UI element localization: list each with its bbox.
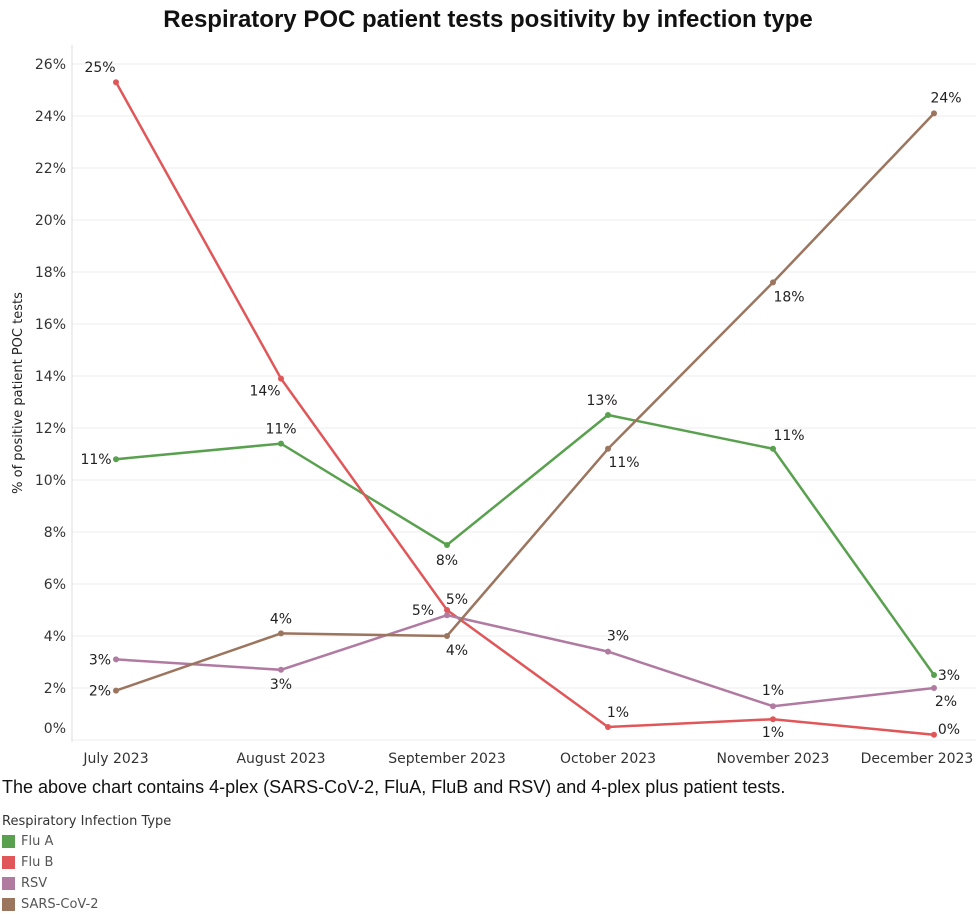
- data-label: 0%: [938, 722, 960, 738]
- data-point: [278, 375, 284, 382]
- data-point: [931, 110, 937, 117]
- y-tick-label: 20%: [35, 213, 66, 229]
- data-label: 25%: [84, 60, 115, 76]
- y-tick-label: 12%: [35, 421, 66, 437]
- y-axis-label: % of positive patient POC tests: [11, 292, 26, 494]
- data-point: [931, 731, 937, 738]
- data-point: [770, 703, 776, 710]
- data-point: [605, 445, 611, 452]
- legend-label: Flu B: [21, 855, 54, 870]
- chart-title: Respiratory POC patient tests positivity…: [163, 6, 813, 33]
- series-line-flu a: [115, 413, 936, 676]
- data-point: [444, 633, 450, 639]
- legend-item[interactable]: Flu A: [2, 831, 171, 852]
- data-label: 1%: [762, 683, 784, 699]
- data-label: 14%: [249, 384, 280, 400]
- data-label: 3%: [270, 677, 292, 693]
- line-chart: 0% 2% 4% 6% 8% 10% 12% 14% 16% 18% 20% 22% 24% 26% Jul…: [11, 45, 976, 767]
- data-label: 18%: [773, 289, 804, 305]
- legend-item[interactable]: Flu B: [2, 852, 171, 873]
- data-point: [444, 542, 450, 548]
- data-point: [278, 440, 284, 447]
- y-tick-label: 4%: [44, 629, 66, 645]
- y-tick-label: 24%: [35, 109, 66, 125]
- legend-swatch: [2, 898, 15, 911]
- y-tick-label: 10%: [35, 473, 66, 489]
- y-tick-label: 6%: [44, 577, 66, 593]
- data-point: [770, 445, 776, 452]
- data-point: [278, 630, 284, 637]
- legend-swatch: [2, 835, 15, 848]
- y-tick-label: 18%: [35, 265, 66, 281]
- data-label: 11%: [80, 452, 111, 468]
- chart-caption: The above chart contains 4-plex (SARS-Co…: [2, 777, 786, 797]
- legend-label: SARS-CoV-2: [21, 897, 99, 912]
- data-label: 13%: [586, 393, 617, 409]
- legend-label: RSV: [21, 876, 48, 891]
- series-line-sars-cov-2: [115, 112, 935, 692]
- legend: Respiratory Infection Type Flu A Flu B RSV…: [2, 814, 171, 915]
- y-tick-label: 0%: [44, 721, 66, 737]
- data-point: [444, 607, 450, 613]
- data-label: 1%: [762, 725, 784, 741]
- x-tick-label: October 2023: [560, 751, 656, 767]
- y-tick-label: 8%: [44, 525, 66, 541]
- data-point: [278, 666, 284, 673]
- data-label: 3%: [607, 629, 629, 645]
- legend-swatch: [2, 877, 15, 890]
- x-tick-label: September 2023: [388, 751, 505, 767]
- y-tick-label: 26%: [35, 57, 66, 73]
- data-point: [113, 456, 119, 463]
- data-point: [931, 672, 937, 678]
- y-tick-label: 22%: [35, 161, 66, 177]
- data-label: 8%: [436, 553, 458, 569]
- legend-item[interactable]: RSV: [2, 873, 171, 894]
- y-tick-label: 2%: [44, 681, 66, 697]
- data-point: [444, 612, 450, 619]
- data-label: 24%: [930, 90, 961, 106]
- data-point: [770, 279, 776, 286]
- data-label: 4%: [446, 643, 468, 659]
- data-label: 11%: [608, 455, 639, 471]
- legend-label: Flu A: [21, 834, 54, 849]
- data-label: 5%: [412, 603, 434, 619]
- series-line-flu b: [114, 81, 935, 737]
- data-point: [113, 656, 119, 663]
- data-label: 11%: [773, 428, 804, 444]
- data-label: 11%: [265, 422, 296, 438]
- legend-swatch: [2, 856, 15, 869]
- data-point: [113, 687, 119, 694]
- data-point: [605, 412, 611, 418]
- x-tick-label: November 2023: [717, 751, 830, 767]
- series-line-rsv: [115, 613, 935, 708]
- data-point: [113, 79, 119, 86]
- data-label: 1%: [607, 705, 629, 721]
- legend-title: Respiratory Infection Type: [2, 814, 172, 829]
- data-label: 2%: [89, 684, 111, 700]
- data-label: 4%: [270, 611, 292, 627]
- data-point: [770, 716, 776, 723]
- data-point: [931, 685, 937, 691]
- data-label: 5%: [446, 592, 468, 608]
- y-tick-label: 14%: [35, 369, 66, 385]
- data-label: 2%: [935, 694, 957, 710]
- data-point: [605, 724, 611, 730]
- x-tick-label: August 2023: [236, 751, 325, 767]
- data-label: 3%: [938, 668, 960, 684]
- y-tick-label: 16%: [35, 317, 66, 333]
- legend-item[interactable]: SARS-CoV-2: [2, 894, 171, 915]
- data-label: 3%: [89, 652, 111, 668]
- x-tick-label: December 2023: [861, 751, 974, 767]
- x-tick-label: July 2023: [82, 751, 148, 767]
- data-point: [605, 648, 611, 655]
